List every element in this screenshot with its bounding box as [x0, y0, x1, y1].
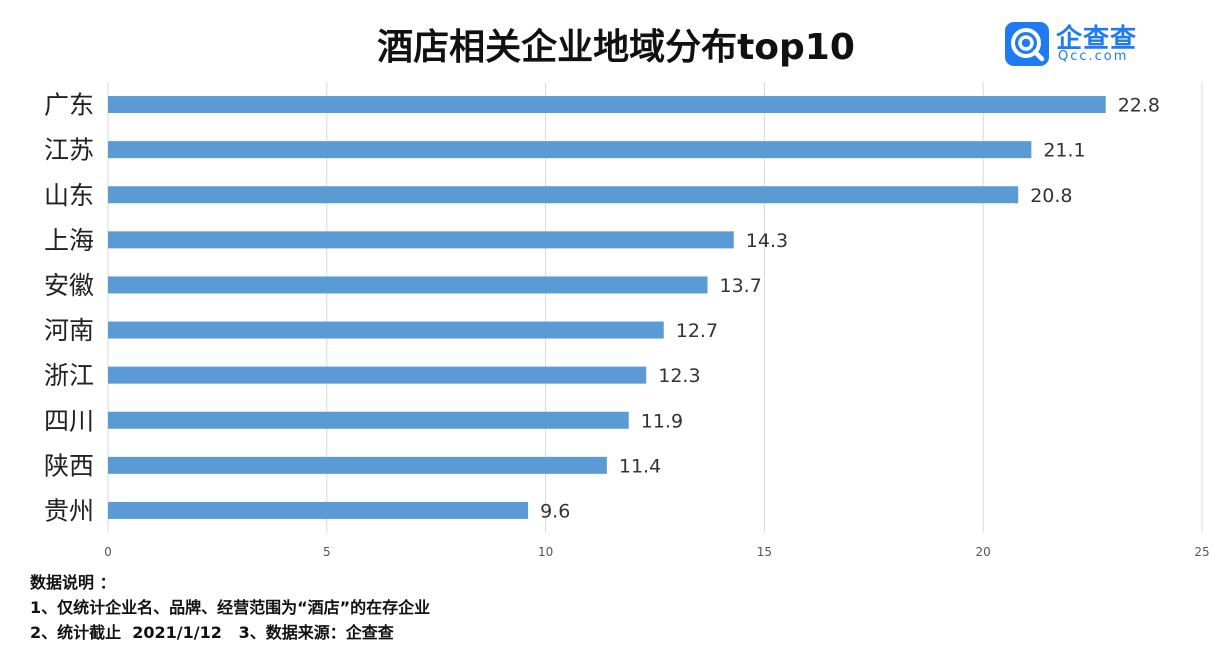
category-label-6: 浙江	[44, 361, 94, 390]
category-label-4: 安徽	[44, 271, 94, 300]
value-label-6: 12.3	[658, 365, 700, 387]
category-label-1: 江苏	[44, 136, 94, 165]
value-label-2: 20.8	[1030, 185, 1072, 207]
category-label-2: 山东	[44, 181, 94, 210]
x-tick-label-1: 5	[323, 545, 331, 559]
value-label-4: 13.7	[720, 275, 762, 297]
data-notes: 数据说明 ： 1、仅统计企业名、品牌、经营范围为“酒店”的在存企业 2、统计截止…	[30, 570, 430, 645]
logo-subtitle: Qcc.com	[1058, 49, 1129, 64]
qcc-logo-icon	[1005, 22, 1049, 66]
bar-chart: 0 5 10 15 20 25 广东 22.8 江苏 21.1 山东 20.8 上海 14.3 安徽 13.7…	[44, 82, 1210, 559]
bar-1	[108, 141, 1032, 159]
bar-7	[108, 411, 629, 429]
category-label-3: 上海	[44, 226, 94, 255]
bar-5	[108, 321, 664, 339]
bar-4	[108, 276, 708, 294]
value-label-7: 11.9	[641, 410, 683, 432]
chart-title: 酒店相关企业地域分布top10	[377, 27, 855, 68]
category-label-7: 四川	[44, 406, 94, 435]
value-label-0: 22.8	[1118, 95, 1160, 117]
category-label-0: 广东	[44, 91, 94, 120]
x-tick-label-0: 0	[104, 545, 112, 559]
qcc-logo: 企查查 Qcc.com	[1003, 20, 1153, 66]
category-label-9: 贵州	[44, 496, 94, 525]
x-tick-label-2: 10	[538, 545, 553, 559]
logo-name: 企查查	[1056, 24, 1138, 54]
x-tick-label-3: 15	[757, 545, 772, 559]
value-label-8: 11.4	[619, 455, 661, 477]
bar-8	[108, 456, 607, 474]
x-tick-label-4: 20	[976, 545, 991, 559]
bar-6	[108, 366, 647, 384]
category-label-5: 河南	[44, 316, 94, 345]
x-tick-label-5: 25	[1194, 545, 1209, 559]
value-label-3: 14.3	[746, 230, 788, 252]
value-label-1: 21.1	[1043, 140, 1085, 162]
bar-3	[108, 231, 734, 249]
bar-0	[108, 96, 1106, 114]
value-label-9: 9.6	[540, 500, 570, 522]
bar-2	[108, 186, 1019, 204]
notes-line-2: 2、统计截止 2021/1/12 3、数据来源：企查查	[30, 623, 394, 642]
notes-heading: 数据说明 ：	[30, 573, 116, 592]
bar-9	[108, 501, 529, 519]
category-label-8: 陕西	[44, 451, 94, 480]
notes-line-1: 1、仅统计企业名、品牌、经营范围为“酒店”的在存企业	[30, 598, 431, 617]
value-label-5: 12.7	[676, 320, 718, 342]
